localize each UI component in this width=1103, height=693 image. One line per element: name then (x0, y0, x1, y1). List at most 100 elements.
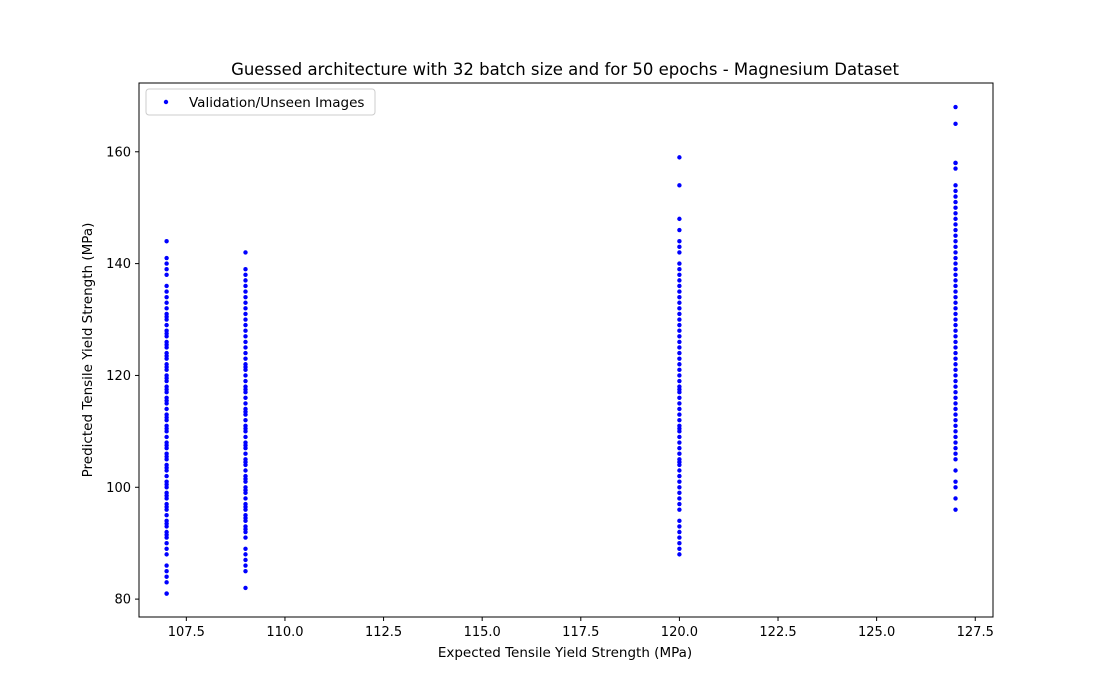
data-point (677, 485, 682, 490)
data-point (677, 417, 682, 423)
data-point (677, 311, 682, 317)
data-point (677, 322, 682, 328)
data-point (164, 518, 169, 524)
data-point (164, 568, 169, 574)
data-point (677, 244, 682, 250)
y-tick-label: 160 (106, 145, 131, 160)
data-point (243, 417, 248, 423)
data-point (164, 239, 169, 244)
data-point (677, 250, 682, 255)
data-point (677, 457, 682, 462)
data-point (243, 384, 248, 389)
data-point (243, 322, 248, 328)
data-point (677, 339, 682, 345)
data-point (953, 378, 958, 384)
data-point (243, 272, 248, 277)
data-point (953, 384, 958, 389)
data-point (243, 440, 248, 445)
data-point (164, 267, 169, 272)
data-point (164, 261, 169, 266)
data-point (953, 322, 958, 328)
data-point (677, 239, 682, 244)
data-point (953, 468, 958, 473)
x-axis-ticks: 107.5 110.0 112.5 115.0 117.5 120.0 122.5 125.0… (168, 617, 994, 640)
data-point (164, 294, 169, 300)
data-point (243, 250, 248, 255)
data-point (953, 367, 958, 373)
data-point (677, 445, 682, 451)
data-point (953, 496, 958, 501)
data-point (243, 339, 248, 345)
data-point (953, 429, 958, 434)
data-point (243, 328, 248, 333)
data-point (243, 294, 248, 300)
data-point (243, 568, 248, 574)
data-point (164, 591, 169, 596)
data-point (953, 239, 958, 244)
data-point (953, 507, 958, 512)
data-point (677, 267, 682, 272)
data-point (677, 384, 682, 389)
data-point (243, 501, 248, 507)
data-point (243, 423, 248, 428)
data-point (164, 451, 169, 456)
data-point (243, 283, 248, 289)
data-point (677, 227, 682, 233)
data-point (243, 306, 248, 311)
x-tick-label: 115.0 (464, 625, 501, 640)
data-point (243, 563, 248, 568)
data-point (677, 261, 682, 266)
data-point (243, 485, 248, 490)
data-point (953, 283, 958, 289)
data-point (243, 350, 248, 356)
data-point (677, 440, 682, 445)
data-point (677, 362, 682, 367)
data-point (243, 585, 248, 591)
data-point (953, 339, 958, 345)
data-points (164, 104, 958, 596)
data-point (953, 328, 958, 333)
data-point (243, 300, 248, 305)
data-point (953, 244, 958, 250)
data-point (164, 423, 169, 428)
x-axis-label: Expected Tensile Yield Strength (MPa) (438, 645, 692, 661)
data-point (164, 412, 169, 417)
data-point (677, 401, 682, 406)
data-point (677, 518, 682, 524)
x-tick-label: 112.5 (365, 625, 402, 640)
data-point (677, 216, 682, 222)
legend: Validation/Unseen Images (145, 88, 376, 116)
data-point (953, 401, 958, 406)
data-point (677, 529, 682, 535)
x-tick-label: 122.5 (759, 625, 796, 640)
data-point (953, 345, 958, 350)
data-point (677, 535, 682, 540)
data-point (953, 317, 958, 322)
data-point (677, 507, 682, 512)
data-point (243, 267, 248, 272)
legend-box (145, 88, 376, 116)
data-point (677, 328, 682, 333)
data-point (953, 423, 958, 428)
data-point (164, 311, 169, 317)
data-point (953, 272, 958, 277)
data-point (243, 451, 248, 456)
data-point (243, 395, 248, 401)
plot-frame (138, 82, 994, 618)
data-point (953, 485, 958, 490)
data-point (953, 300, 958, 305)
data-point (677, 183, 682, 188)
data-point (164, 434, 169, 440)
data-point (243, 345, 248, 350)
data-point (243, 406, 248, 412)
data-point (677, 278, 682, 283)
data-point (243, 278, 248, 283)
data-point (677, 524, 682, 529)
data-point (164, 440, 169, 445)
data-point (677, 501, 682, 507)
data-point (164, 473, 169, 479)
data-point (677, 546, 682, 551)
data-point (953, 445, 958, 451)
data-point (953, 306, 958, 311)
